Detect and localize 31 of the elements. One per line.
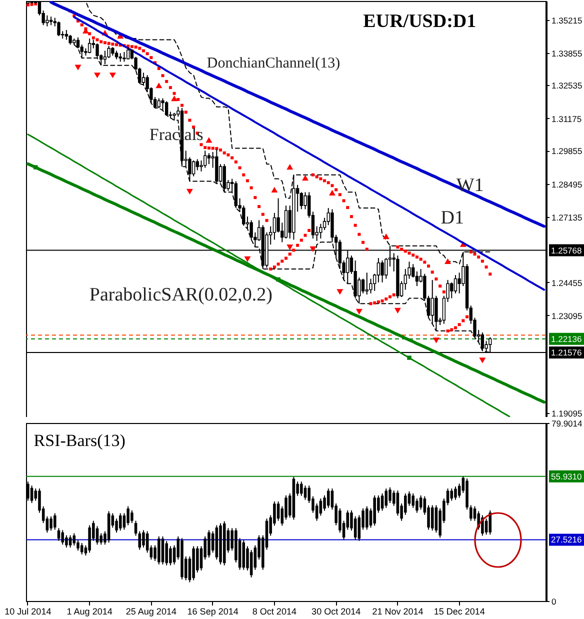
annotation: DonchianChannel(13) (206, 56, 340, 72)
annotation: ParabolicSAR(0.02,0.2) (89, 284, 273, 306)
y-tick-label: 0 (552, 596, 556, 606)
x-tick-label: 15 Dec 2014 (434, 606, 485, 616)
y-tick-label: 1.32535 (552, 80, 582, 91)
y-tick-label: 1.35215 (552, 15, 582, 26)
x-tick-label: 16 Sep 2014 (187, 606, 238, 616)
y-tick-label: 1.33855 (552, 48, 582, 59)
chart-title: RSI-Bars(13) (34, 431, 126, 450)
x-tick-label: 10 Jul 2014 (4, 606, 52, 616)
y-tick-label: 1.23095 (552, 310, 582, 321)
y-tick-label: 1.28495 (552, 179, 582, 190)
annotation: D1 (440, 207, 464, 228)
x-tick-label: 8 Oct 2014 (252, 606, 296, 616)
ref-line-label: 55.9310 (551, 471, 582, 482)
y-tick-label: 1.19095 (552, 408, 582, 418)
y-tick-label: 79.9014 (552, 418, 582, 428)
y-tick-label: 1.31175 (552, 114, 582, 124)
x-tick-label: 25 Aug 2014 (126, 606, 176, 616)
ref-line-label: 1.21576 (551, 347, 582, 358)
y-tick-label: 1.29855 (552, 146, 582, 156)
y-tick-label: 1.24455 (552, 278, 582, 288)
text: EUR/USD:D1 (363, 11, 476, 32)
y-tick-label: 1.27135 (552, 212, 582, 222)
ref-line-label: 27.5216 (551, 534, 582, 545)
ref-line-label: 1.22136 (551, 334, 582, 344)
x-tick-label: 21 Nov 2014 (372, 606, 424, 616)
ref-line-label: 1.25768 (551, 245, 582, 256)
x-tick-label: 1 Aug 2014 (66, 606, 112, 616)
x-tick-label: 30 Oct 2014 (312, 606, 361, 616)
annotation: W1 (456, 174, 484, 196)
